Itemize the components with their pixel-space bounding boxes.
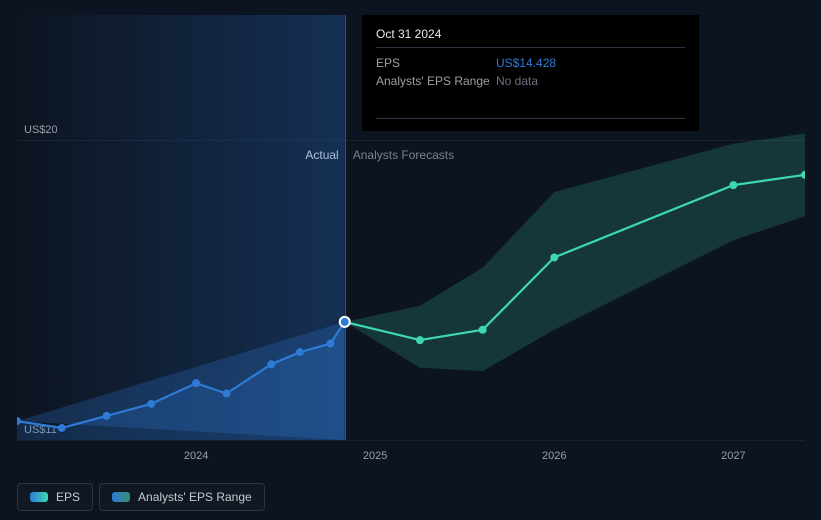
legend-item[interactable]: EPS xyxy=(17,483,93,511)
forecast-range-band xyxy=(345,133,805,371)
eps-actual-marker xyxy=(58,424,66,432)
legend-swatch xyxy=(112,492,130,502)
x-tick: 2026 xyxy=(542,450,566,462)
tooltip-divider xyxy=(376,118,685,119)
eps-actual-marker xyxy=(326,340,334,348)
eps-forecast-marker xyxy=(479,326,487,334)
tooltip-row-label: Analysts' EPS Range xyxy=(376,74,496,88)
legend-label: Analysts' EPS Range xyxy=(138,490,252,504)
eps-actual-marker xyxy=(192,379,200,387)
legend-swatch xyxy=(30,492,48,502)
eps-actual-marker xyxy=(103,412,111,420)
x-tick: 2024 xyxy=(184,450,208,462)
legend-item[interactable]: Analysts' EPS Range xyxy=(99,483,265,511)
eps-actual-marker xyxy=(267,360,275,368)
eps-actual-marker xyxy=(223,390,231,398)
eps-actual-marker xyxy=(296,348,304,356)
tooltip-row-label: EPS xyxy=(376,56,496,70)
x-tick: 2027 xyxy=(721,450,745,462)
tooltip-row: Analysts' EPS RangeNo data xyxy=(376,72,685,90)
tooltip: Oct 31 2024 EPSUS$14.428Analysts' EPS Ra… xyxy=(362,15,699,131)
eps-forecast-marker xyxy=(729,181,737,189)
eps-forecast-marker xyxy=(550,253,558,261)
legend: EPS Analysts' EPS Range xyxy=(17,483,265,511)
legend-label: EPS xyxy=(56,490,80,504)
eps-actual-marker xyxy=(147,400,155,408)
eps-forecast-marker xyxy=(416,336,424,344)
gridline-bottom xyxy=(17,440,805,441)
tooltip-row-value: No data xyxy=(496,74,538,88)
tooltip-date: Oct 31 2024 xyxy=(376,27,685,48)
eps-highlight-marker xyxy=(340,317,350,327)
tooltip-row: EPSUS$14.428 xyxy=(376,54,685,72)
x-tick: 2025 xyxy=(363,450,387,462)
tooltip-row-value: US$14.428 xyxy=(496,56,556,70)
